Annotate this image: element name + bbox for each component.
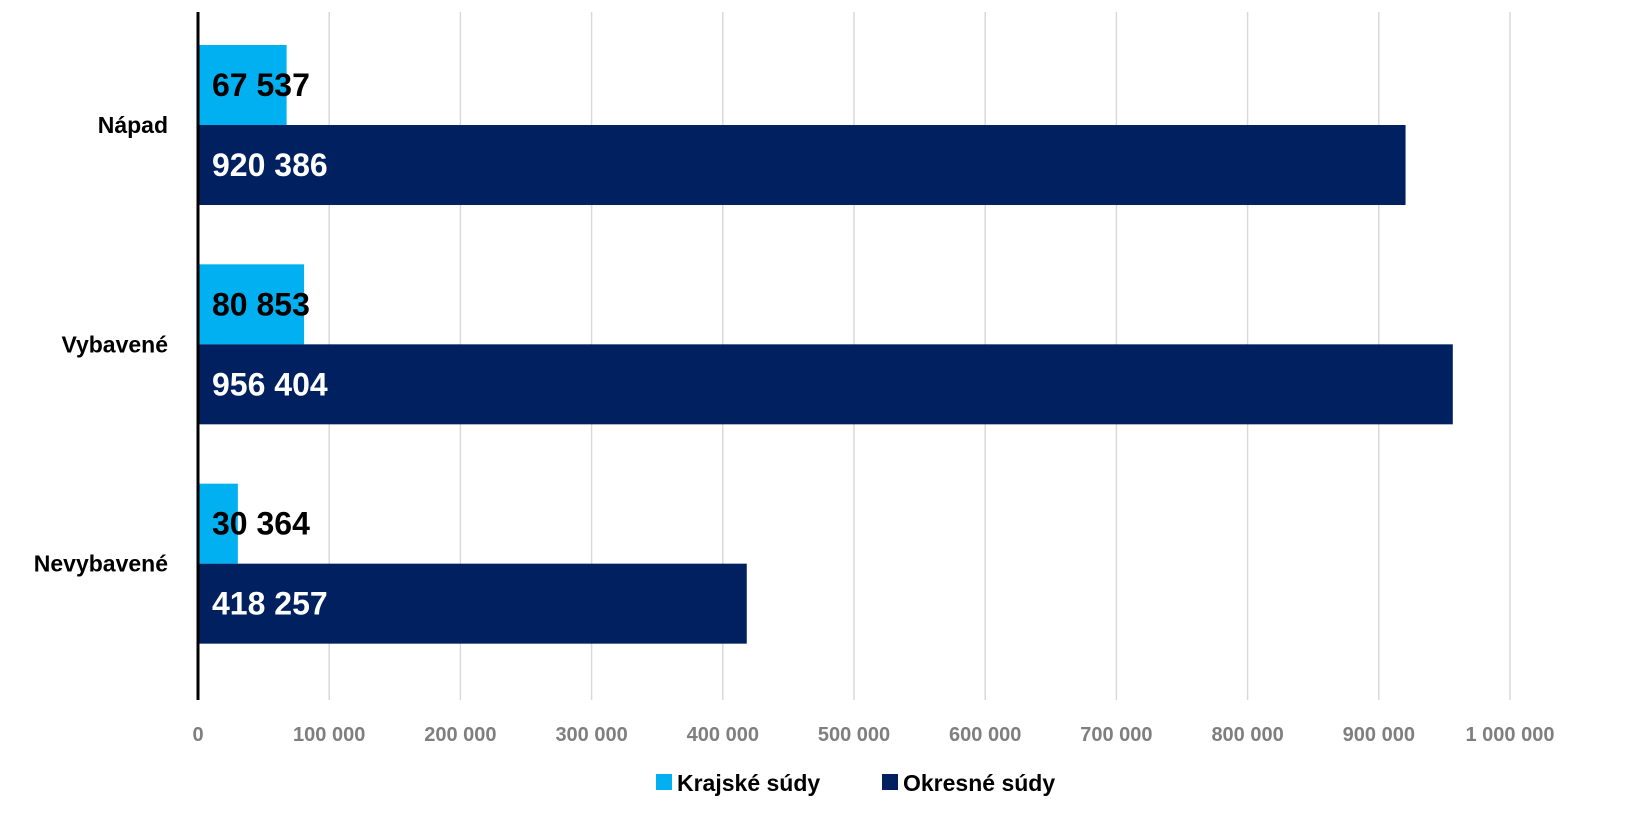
data-label: 418 257 — [212, 586, 328, 622]
bar-okresne — [199, 344, 1453, 425]
data-label: 67 537 — [212, 67, 310, 103]
data-labels: 67 537 920 386 80 853 956 404 30 364 418 257 — [212, 67, 328, 622]
legend-swatch-okresne — [882, 774, 898, 790]
legend-swatch-krajske — [656, 774, 672, 790]
x-tick-label: 900 000 — [1343, 724, 1415, 746]
bar-krajske — [199, 483, 238, 564]
data-label: 30 364 — [212, 506, 310, 542]
category-label: Vybavené — [61, 331, 168, 357]
bar-krajske — [199, 45, 287, 125]
x-tick-label: 300 000 — [555, 724, 627, 746]
data-label: 920 386 — [212, 147, 328, 183]
legend-label: Krajské súdy — [677, 770, 820, 796]
x-tick-label: 0 — [192, 724, 203, 746]
x-tick-label: 500 000 — [818, 724, 890, 746]
bar-okresne — [199, 563, 747, 644]
bar-krajske — [199, 264, 305, 345]
data-label: 956 404 — [212, 366, 328, 402]
category-label: Nápad — [98, 112, 168, 138]
x-tick-label: 200 000 — [424, 724, 496, 746]
legend-label: Okresné súdy — [903, 770, 1055, 796]
bars — [199, 45, 1453, 644]
x-tick-label: 700 000 — [1080, 724, 1152, 746]
bar-okresne — [199, 125, 1406, 205]
x-tick-label: 600 000 — [949, 724, 1021, 746]
x-tick-label: 1 000 000 — [1466, 724, 1555, 746]
x-tick-label: 100 000 — [293, 724, 365, 746]
x-tick-label: 800 000 — [1211, 724, 1283, 746]
data-label: 80 853 — [212, 286, 310, 322]
legend: Krajské súdy Okresné súdy — [656, 770, 1055, 796]
axes: 0 100 000 200 000 300 000 400 000 500 000 600 … — [34, 12, 1555, 746]
category-label: Nevybavené — [34, 551, 168, 577]
x-tick-label: 400 000 — [687, 724, 759, 746]
